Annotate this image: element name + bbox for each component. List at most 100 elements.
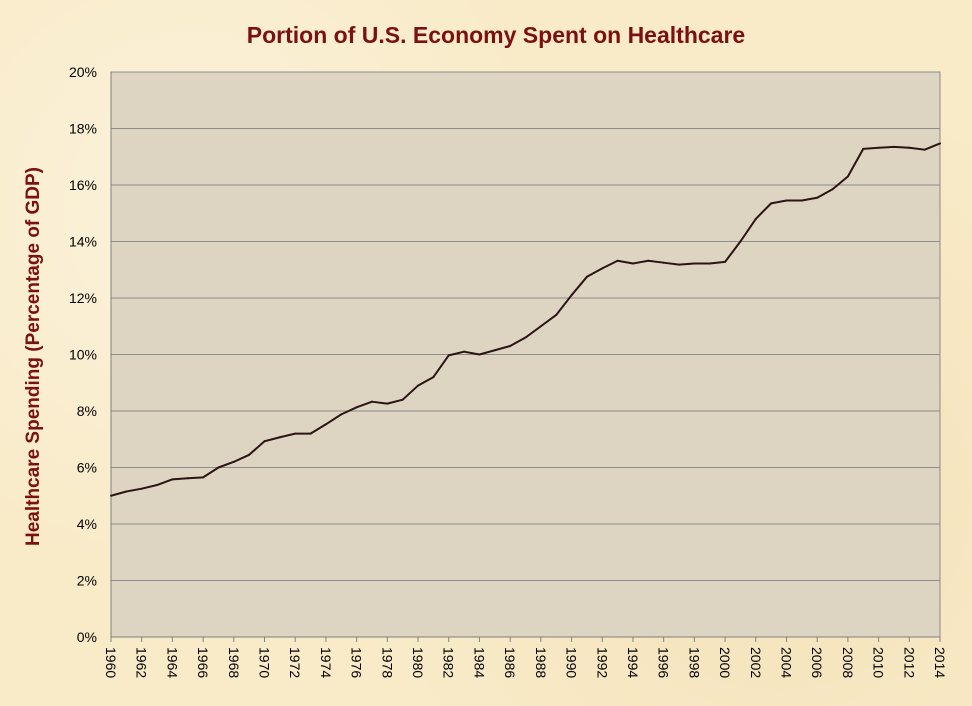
data-point (370, 400, 373, 403)
data-point (785, 199, 788, 202)
data-point (662, 261, 665, 264)
x-tick-label: 2004 (778, 647, 794, 678)
y-tick-label: 4% (77, 516, 97, 532)
y-tick-label: 12% (69, 290, 97, 306)
x-tick-label: 2006 (809, 647, 825, 678)
x-tick-label: 2014 (932, 647, 948, 678)
y-tick-label: 2% (77, 573, 97, 589)
y-tick-label: 18% (69, 121, 97, 137)
x-tick-label: 1970 (257, 647, 273, 678)
data-point (340, 413, 343, 416)
data-point (524, 336, 527, 339)
x-tick-label: 2010 (871, 647, 887, 678)
x-tick-label: 1962 (134, 647, 150, 678)
data-point (493, 349, 496, 352)
series-layer (110, 142, 941, 497)
x-tick-label: 1964 (164, 647, 180, 678)
x-tick-label: 1990 (564, 647, 580, 678)
data-point (202, 476, 205, 479)
data-point (923, 148, 926, 151)
data-point (693, 262, 696, 265)
data-point (294, 432, 297, 435)
y-tick-label: 20% (69, 64, 97, 80)
x-tick-label: 1966 (195, 647, 211, 678)
x-tick-label: 1968 (226, 647, 242, 678)
data-point (739, 240, 742, 243)
x-tick-label: 1996 (656, 647, 672, 678)
data-point (678, 263, 681, 266)
x-tick-label: 1974 (318, 647, 334, 678)
x-tick-label: 1988 (533, 647, 549, 678)
data-point (232, 460, 235, 463)
y-tick-label: 0% (77, 629, 97, 645)
data-point (846, 175, 849, 178)
gridlines (111, 71, 940, 581)
data-point (263, 440, 266, 443)
data-point (555, 313, 558, 316)
x-tick-label: 1994 (625, 647, 641, 678)
x-tick-label: 1960 (103, 647, 119, 678)
data-point (463, 350, 466, 353)
data-point (417, 384, 420, 387)
x-tick-label: 1978 (379, 647, 395, 678)
y-tick-labels: 0% 2% 4% 6% 8% 10% 12% 14% 16% 18% 20% (69, 64, 97, 645)
x-tick-label: 1992 (594, 647, 610, 678)
data-point (631, 262, 634, 265)
data-point (647, 259, 650, 262)
data-point (478, 353, 481, 356)
data-point (770, 202, 773, 205)
x-tick-label: 2012 (901, 647, 917, 678)
x-tick-label: 2002 (748, 647, 764, 678)
y-tick-label: 10% (69, 347, 97, 363)
x-tick-labels: 1960 1962 1964 1966 1968 1970 1972 1974 1976 1978… (103, 647, 948, 678)
data-point (186, 477, 189, 480)
x-tick-label: 2000 (717, 647, 733, 678)
data-point (355, 406, 358, 409)
y-tick-label: 14% (69, 234, 97, 250)
data-point (309, 432, 312, 435)
chart-title: Portion of U.S. Economy Spent on Healthc… (247, 22, 745, 48)
x-tick-label: 1998 (686, 647, 702, 678)
data-point (324, 423, 327, 426)
data-point (401, 398, 404, 401)
x-tick-label: 1972 (287, 647, 303, 678)
data-point (386, 402, 389, 405)
data-point (570, 294, 573, 297)
data-point (601, 267, 604, 270)
y-axis-label: Healthcare Spending (Percentage of GDP) (23, 167, 44, 546)
data-point (862, 147, 865, 150)
data-point (616, 259, 619, 262)
x-tick-label: 1976 (349, 647, 365, 678)
data-point (800, 199, 803, 202)
x-tick-label: 1986 (502, 647, 518, 678)
data-point (140, 487, 143, 490)
y-tick-label: 8% (77, 403, 97, 419)
data-point (432, 376, 435, 379)
data-point (171, 478, 174, 481)
data-point (156, 484, 159, 487)
data-point (831, 188, 834, 191)
data-point (509, 345, 512, 348)
data-point (892, 145, 895, 148)
y-tick-label: 6% (77, 460, 97, 476)
data-point (939, 142, 941, 145)
data-point (248, 453, 251, 456)
data-point (278, 436, 281, 439)
data-point (754, 217, 757, 220)
data-point (708, 262, 711, 265)
data-point (217, 466, 220, 469)
data-point (125, 490, 128, 493)
data-point (585, 275, 588, 278)
data-point (539, 325, 542, 328)
axes (110, 72, 941, 642)
x-tick-label: 1982 (441, 647, 457, 678)
x-tick-label: 2008 (840, 647, 856, 678)
y-tick-label: 16% (69, 177, 97, 193)
data-point (816, 196, 819, 199)
x-tick-label: 1984 (471, 647, 487, 678)
data-point (908, 146, 911, 149)
data-point (724, 260, 727, 263)
data-point (877, 146, 880, 149)
